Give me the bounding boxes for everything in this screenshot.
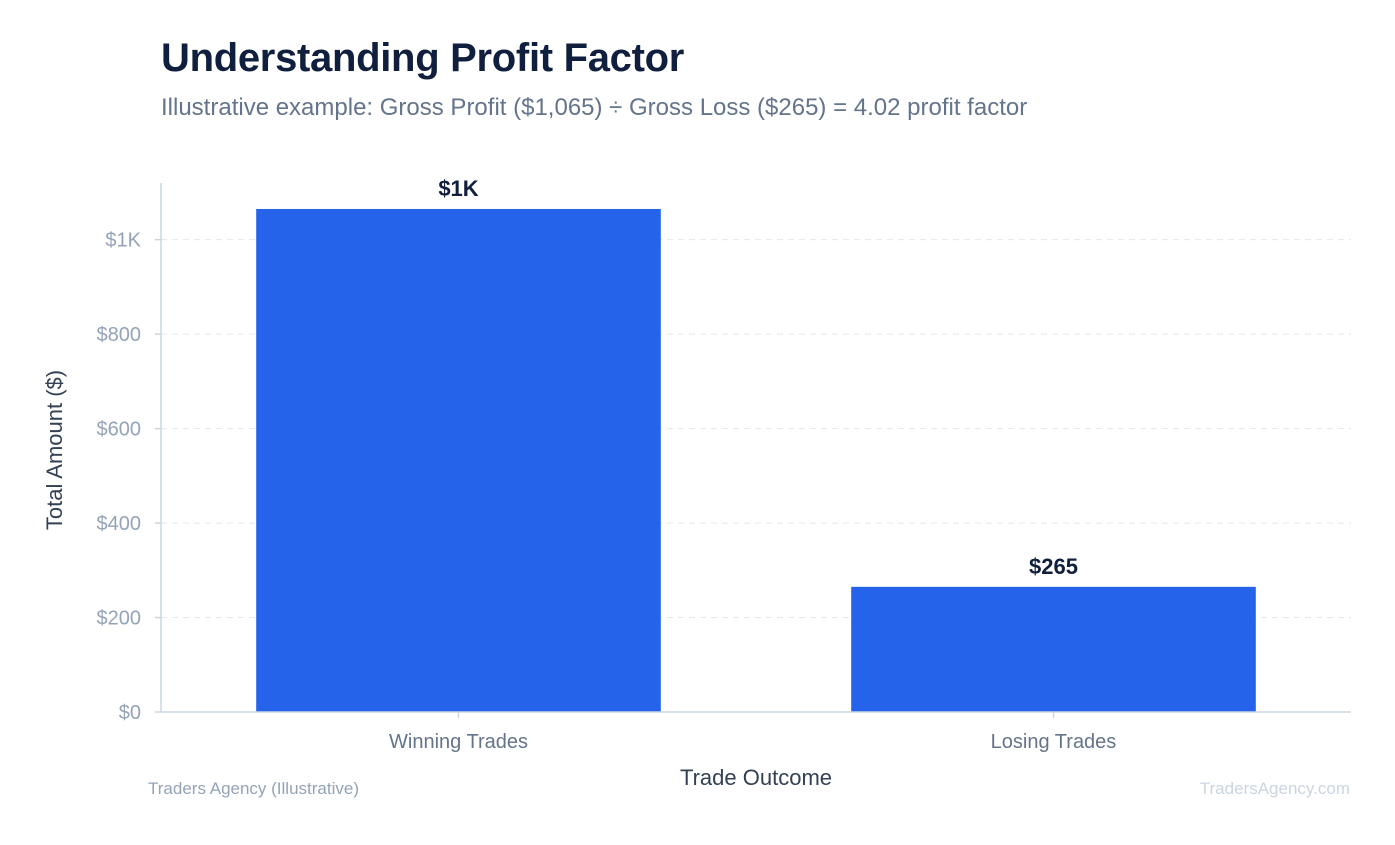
y-tick-label: $400 — [97, 513, 142, 535]
x-tick-label: Losing Trades — [991, 731, 1117, 753]
y-tick-label: $800 — [97, 324, 142, 346]
source-note: Traders Agency (Illustrative) — [148, 779, 359, 798]
y-axis-title: Total Amount ($) — [42, 370, 67, 530]
bar-value-label: $1K — [438, 176, 478, 201]
bars — [256, 208, 1256, 713]
chart-subtitle: Illustrative example: Gross Profit ($1,0… — [161, 94, 1028, 121]
bar-winning-trades — [256, 208, 661, 713]
y-tick-label: $200 — [97, 608, 142, 630]
x-ticks: Winning Trades Losing Trades — [389, 712, 1116, 753]
x-axis-title: Trade Outcome — [680, 765, 832, 790]
x-tick-label: Winning Trades — [389, 731, 528, 753]
y-tick-label: $0 — [119, 702, 141, 724]
axes — [160, 183, 1351, 713]
chart-title: Understanding Profit Factor — [161, 36, 685, 80]
y-ticks: $0 $200 $400 $600 $800 $1K — [97, 230, 161, 724]
bar-losing-trades — [851, 586, 1256, 712]
bar-value-label: $265 — [1029, 554, 1078, 579]
y-tick-label: $600 — [97, 419, 142, 441]
y-tick-label: $1K — [105, 230, 141, 252]
watermark: TradersAgency.com — [1199, 779, 1350, 798]
value-labels: $1K $265 — [438, 176, 1078, 579]
